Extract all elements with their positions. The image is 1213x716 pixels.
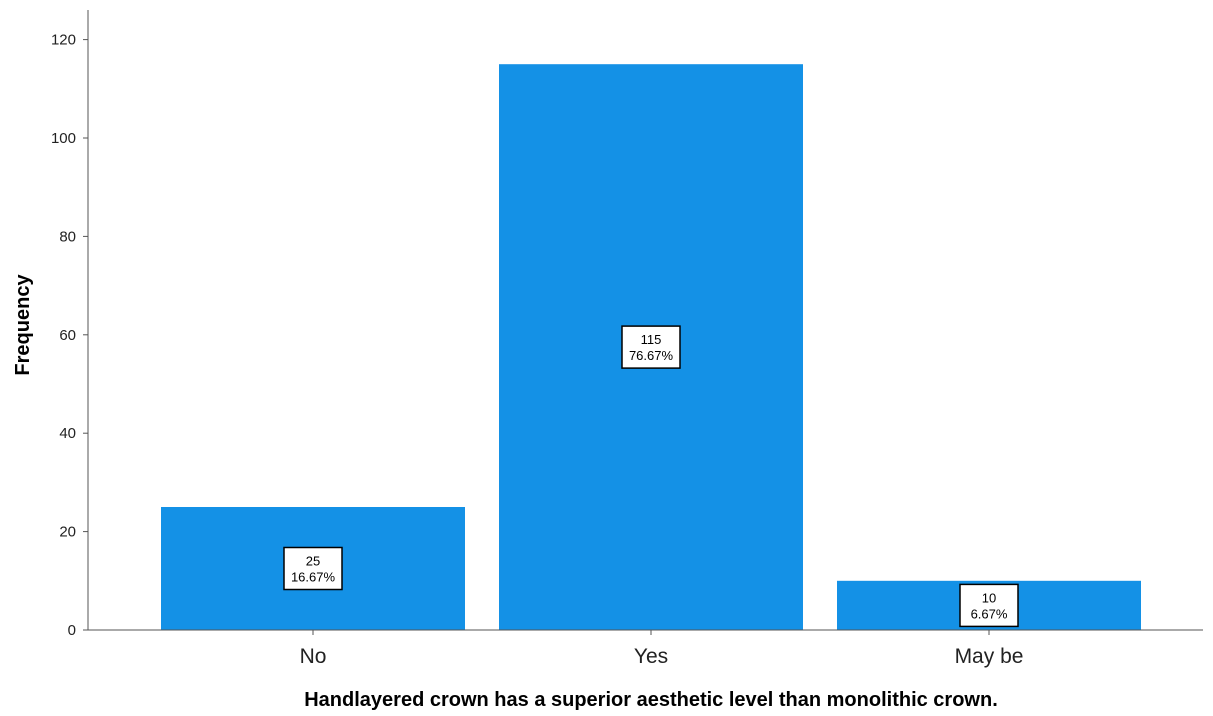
data-label-box (621, 325, 681, 369)
data-label-count: 25 (306, 554, 320, 569)
data-label-percent: 6.67% (971, 606, 1008, 621)
x-category-label: Yes (634, 645, 668, 668)
axes (87, 10, 1203, 631)
y-tick-label: 0 (68, 622, 76, 639)
data-label-count: 10 (982, 590, 996, 605)
y-axis-title: Frequency (12, 274, 34, 376)
x-category-label: No (300, 645, 327, 668)
x-category-label: May be (955, 645, 1024, 668)
data-label-box (959, 583, 1019, 628)
x-axis-title: Handlayered crown has a superior aesthet… (304, 689, 998, 711)
y-tick-label: 80 (59, 228, 76, 245)
data-label-box (283, 546, 343, 591)
y-tick-label: 120 (51, 32, 76, 49)
x-categories: No Yes May be (300, 630, 1024, 668)
data-label-percent: 76.67% (629, 348, 674, 363)
y-ticks: 0 20 40 60 80 100 120 (51, 32, 88, 639)
data-label-may-be: 106.67% (959, 583, 1019, 628)
y-tick-label: 100 (51, 130, 76, 147)
data-label-count: 115 (641, 332, 662, 347)
y-tick-label: 60 (59, 327, 76, 344)
data-label-percent: 16.67% (291, 570, 336, 585)
y-tick-label: 40 (59, 425, 76, 442)
y-tick-label: 20 (59, 524, 76, 541)
